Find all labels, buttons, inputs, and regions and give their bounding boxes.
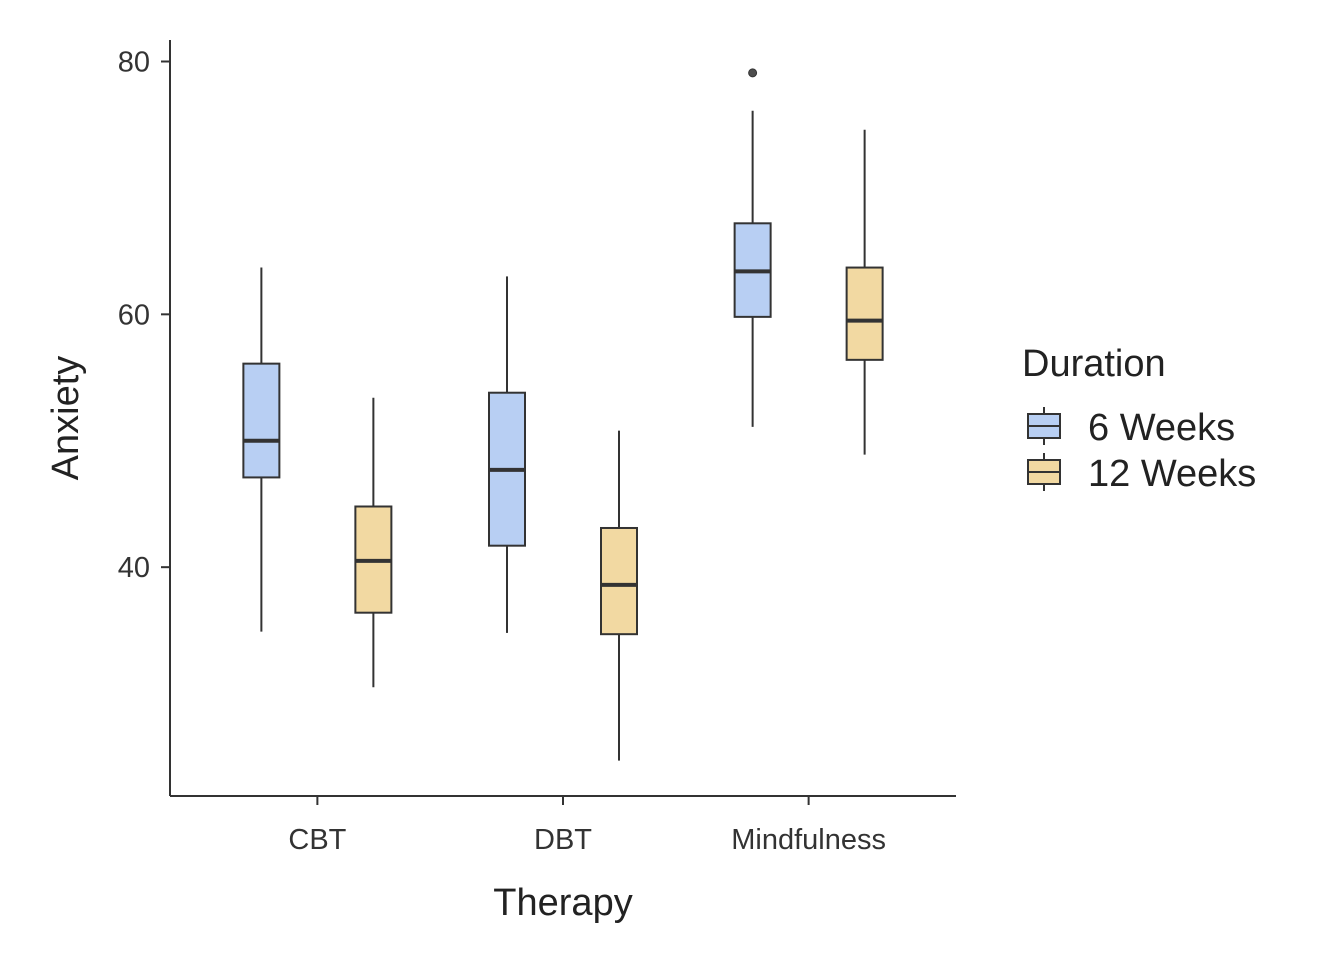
axes: 40 60 80 CBT DBT Mindfulness <box>118 40 956 856</box>
legend-label: 12 Weeks <box>1088 453 1256 495</box>
legend-label: 6 Weeks <box>1088 407 1235 449</box>
x-ticks: CBT DBT Mindfulness <box>288 796 886 856</box>
y-tick-label: 60 <box>118 299 150 331</box>
box-group <box>488 276 526 633</box>
box <box>242 362 281 479</box>
box-group <box>354 397 393 688</box>
plot-area <box>242 68 884 761</box>
legend-title: Duration <box>1022 343 1166 385</box>
y-tick-label: 80 <box>118 46 150 78</box>
x-axis-title: Therapy <box>493 882 632 924</box>
box-group <box>242 267 281 632</box>
box-group <box>733 68 772 427</box>
y-ticks: 40 60 80 <box>118 46 170 584</box>
box <box>845 266 884 361</box>
box-group <box>600 430 638 761</box>
x-tick-label: DBT <box>534 824 592 856</box>
legend-item: 12 Weeks <box>1027 453 1256 495</box>
x-tick-label: CBT <box>288 824 346 856</box>
box <box>600 526 638 636</box>
outlier-point <box>748 68 758 78</box>
legend-item: 6 Weeks <box>1027 407 1235 449</box>
y-axis-title: Anxiety <box>45 356 87 481</box>
x-tick-label: Mindfulness <box>731 824 886 856</box>
box-group <box>845 129 884 455</box>
y-tick-label: 40 <box>118 552 150 584</box>
